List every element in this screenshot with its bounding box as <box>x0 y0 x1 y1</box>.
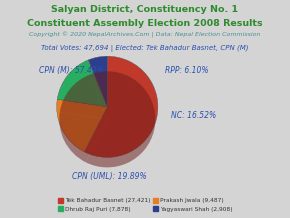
Text: Copyright © 2020 NepalArchives.Com | Data: Nepal Election Commission: Copyright © 2020 NepalArchives.Com | Dat… <box>29 32 261 38</box>
Wedge shape <box>84 56 158 157</box>
Wedge shape <box>88 56 107 107</box>
Legend: Tek Bahadur Basnet (27,421), Dhrub Raj Puri (7,878), Prakash Jwala (9,487), Yagy: Tek Bahadur Basnet (27,421), Dhrub Raj P… <box>57 197 233 213</box>
Wedge shape <box>86 71 155 167</box>
Wedge shape <box>57 60 107 107</box>
Wedge shape <box>89 71 107 119</box>
Text: NC: 16.52%: NC: 16.52% <box>171 111 216 120</box>
Text: CPN (UML): 19.89%: CPN (UML): 19.89% <box>72 172 147 181</box>
Text: Total Votes: 47,694 | Elected: Tek Bahadur Basnet, CPN (M): Total Votes: 47,694 | Elected: Tek Bahad… <box>41 45 249 52</box>
Wedge shape <box>60 75 107 119</box>
Text: Salyan District, Constituency No. 1: Salyan District, Constituency No. 1 <box>51 5 239 14</box>
Text: Constituent Assembly Election 2008 Results: Constituent Assembly Election 2008 Resul… <box>27 19 263 27</box>
Text: CPN (M): 57.49%: CPN (M): 57.49% <box>39 66 104 75</box>
Wedge shape <box>57 99 107 152</box>
Wedge shape <box>59 112 107 162</box>
Text: RPP: 6.10%: RPP: 6.10% <box>166 66 209 75</box>
